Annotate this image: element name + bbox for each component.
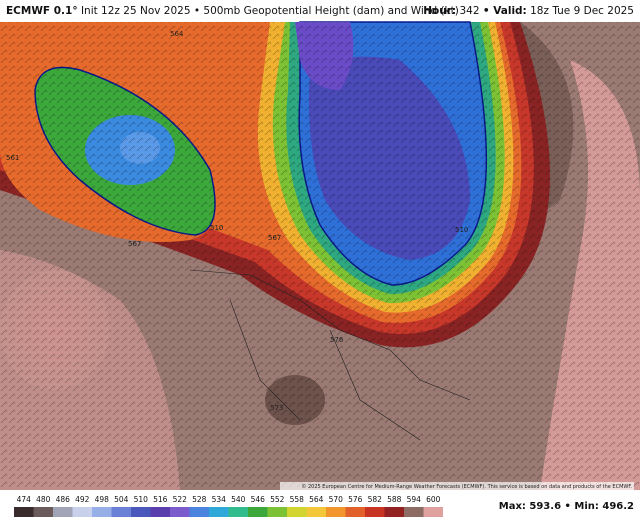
colorbar-segment	[33, 507, 53, 517]
map: 561 567 567 573 576 510 510 564 © 2025 E…	[0, 21, 640, 490]
wind-barbs	[0, 22, 640, 490]
hour-label: Hour:	[423, 5, 456, 17]
colorbar-label: 594	[407, 495, 422, 504]
header: ECMWF 0.1° Init 12z 25 Nov 2025 • 500mb …	[6, 5, 634, 17]
min: • Min: 496.2	[565, 501, 635, 512]
colorbar-label: 600	[426, 495, 441, 504]
colorbar-segment	[384, 507, 404, 517]
colorbar-label: 522	[173, 495, 188, 504]
colorbar-segment	[53, 507, 73, 517]
colorbar-segment	[209, 507, 229, 517]
contour-label: 510	[210, 224, 223, 232]
colorbar-label: 504	[114, 495, 129, 504]
colorbar-segment	[14, 507, 34, 517]
colorbar-segment	[150, 507, 170, 517]
max: Max: 593.6	[499, 501, 561, 512]
header-left: ECMWF 0.1° Init 12z 25 Nov 2025 • 500mb …	[6, 5, 459, 17]
colorbar-label: 486	[56, 495, 71, 504]
colorbar-label: 510	[134, 495, 149, 504]
colorbar-segment	[189, 507, 209, 517]
borders	[189, 269, 471, 441]
colorbar-segment	[326, 507, 346, 517]
colorbar-label: 498	[95, 495, 110, 504]
copyright: © 2025 European Centre for Medium-Range …	[301, 483, 632, 490]
colorbar-segment	[423, 507, 443, 517]
colorbar: 474 480 486 492 498 504 510 516 522 528 534 540 546 5…	[14, 495, 443, 517]
colorbar-segment	[306, 507, 326, 517]
colorbar-label: 528	[192, 495, 207, 504]
colorbar-label: 564	[309, 495, 324, 504]
colorbar-segment	[287, 507, 307, 517]
colorbar-segment	[365, 507, 385, 517]
colorbar-label: 570	[329, 495, 344, 504]
colorbar-label: 546	[251, 495, 266, 504]
contour-label: 576	[330, 336, 344, 344]
colorbar-label: 516	[153, 495, 168, 504]
colorbar-label: 588	[387, 495, 402, 504]
header-right: Hour: 342 • Valid: 18z Tue 9 Dec 2025	[423, 5, 634, 17]
footer-stats: Max: 593.6 • Min: 496.2	[499, 501, 634, 512]
colorbar-segment	[111, 507, 131, 517]
colorbar-label: 480	[36, 495, 51, 504]
colorbar-label: 558	[290, 495, 305, 504]
colorbar-segment	[228, 507, 248, 517]
colorbar-label: 582	[368, 495, 383, 504]
colorbar-segment	[131, 507, 151, 517]
valid-label: • Valid:	[483, 5, 527, 17]
model: ECMWF 0.1°	[6, 5, 78, 17]
contour-label: 510	[455, 226, 468, 234]
colorbar-segment	[92, 507, 112, 517]
contour-label: 567	[268, 234, 281, 242]
contour-label: 573	[270, 404, 283, 412]
colorbar-segment	[170, 507, 190, 517]
colorbar-label: 576	[348, 495, 363, 504]
colorbar-label: 492	[75, 495, 90, 504]
colorbar-label: 552	[270, 495, 285, 504]
contour-label: 567	[128, 240, 141, 248]
colorbar-segment	[267, 507, 287, 517]
product: Init 12z 25 Nov 2025 • 500mb Geopotentia…	[81, 5, 459, 17]
colorbar-label: 540	[231, 495, 246, 504]
hour: 342	[459, 5, 479, 17]
colorbar-label: 474	[17, 495, 32, 504]
contour-label: 564	[170, 30, 184, 38]
valid: 18z Tue 9 Dec 2025	[530, 5, 634, 17]
colorbar-label: 534	[212, 495, 227, 504]
copyright-bg	[280, 482, 634, 490]
colorbar-segment	[248, 507, 268, 517]
colorbar-segment	[345, 507, 365, 517]
colorbar-segment	[72, 507, 92, 517]
contour-label: 561	[6, 154, 19, 162]
colorbar-segment	[404, 507, 424, 517]
